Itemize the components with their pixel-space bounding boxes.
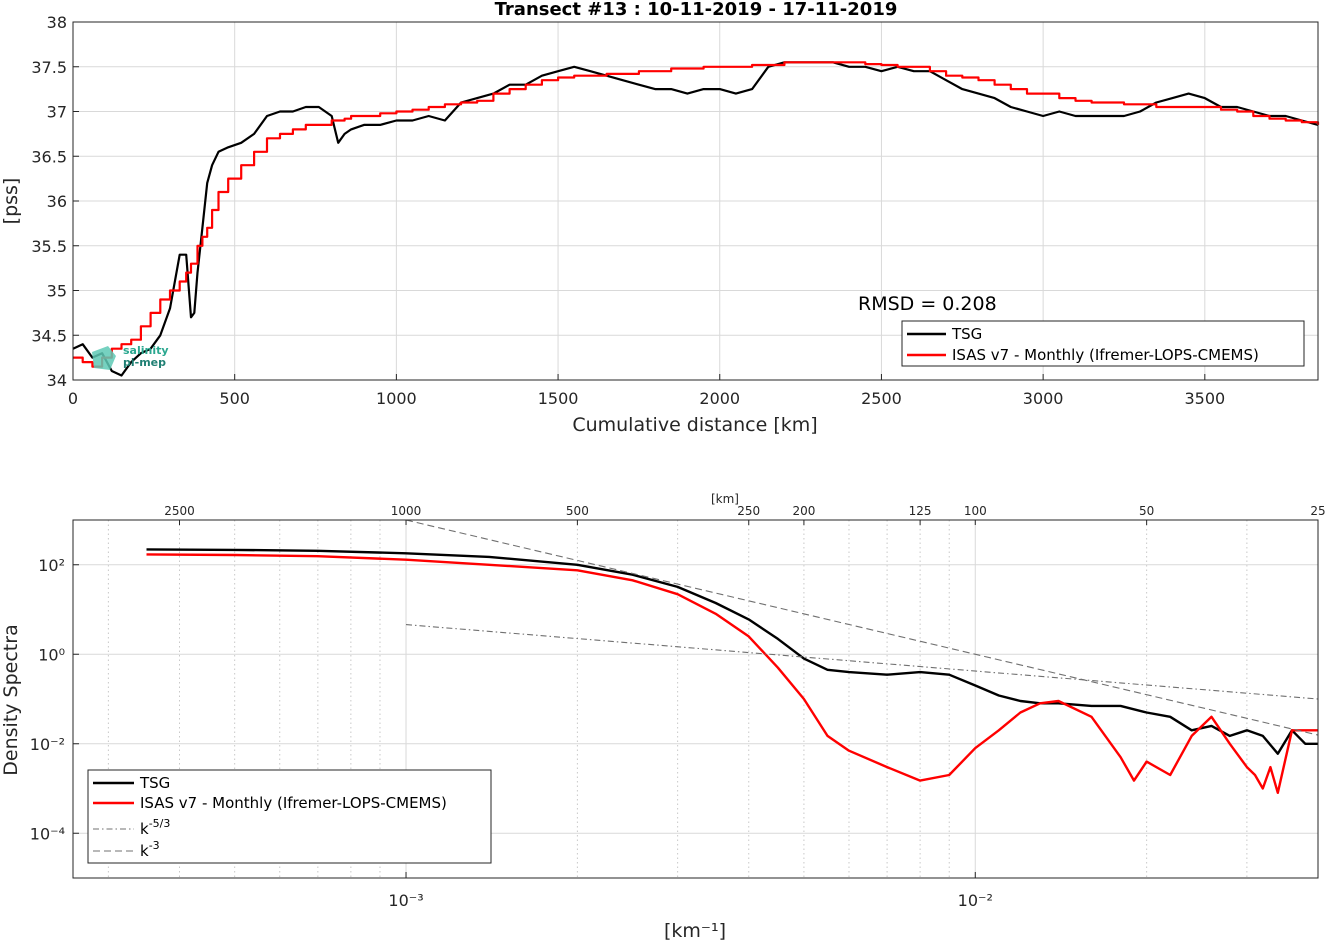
top-legend: TSG ISAS v7 - Monthly (Ifremer-LOPS-CMEM… xyxy=(901,320,1305,367)
top-ytick-label: 36 xyxy=(47,192,67,211)
top-km-tick-label: 2500 xyxy=(164,504,195,518)
top-km-tick-label: 100 xyxy=(964,504,987,518)
top-km-tick-label: 50 xyxy=(1139,504,1154,518)
top-y-axis-label: [pss] xyxy=(0,178,22,225)
bottom-ytick-label: 10⁰ xyxy=(38,645,65,664)
bottom-legend-label-k53: k-5/3 xyxy=(140,817,170,838)
top-ytick-label: 34.5 xyxy=(31,326,67,345)
salinity-pimep-logo: salinity pi-mep xyxy=(92,344,169,370)
top-ytick-label: 34 xyxy=(47,371,67,390)
top-km-tick-label: 1000 xyxy=(391,504,422,518)
bottom-xtick-label: 10⁻² xyxy=(958,891,993,910)
top-axis-km-label: [km] xyxy=(711,492,739,506)
bottom-legend: TSG ISAS v7 - Monthly (Ifremer-LOPS-CMEM… xyxy=(87,769,492,864)
top-km-tick-label: 200 xyxy=(792,504,815,518)
k53-main: k xyxy=(140,820,149,838)
bottom-legend-label-isas: ISAS v7 - Monthly (Ifremer-LOPS-CMEMS) xyxy=(140,794,447,812)
bottom-ticks: 10⁻⁴ 10⁻² 10⁰ 10² 10⁻³ 10⁻² 2500 1000 500 250 200 1… xyxy=(30,504,1326,910)
top-ytick-label: 38 xyxy=(47,13,67,32)
logo-shape xyxy=(92,346,116,370)
top-x-axis-label: Cumulative distance [km] xyxy=(572,414,817,436)
bottom-legend-label-k3: k-3 xyxy=(140,839,160,860)
top-legend-box xyxy=(901,320,1305,367)
bottom-legend-box xyxy=(87,769,492,864)
top-ticks: 0 500 1000 1500 2000 2500 3000 3500 34 34.5 35 35.5… xyxy=(31,13,1225,408)
density-spectra-chart: 10⁻⁴ 10⁻² 10⁰ 10² 10⁻³ 10⁻² 2500 1000 500 250 200 1… xyxy=(0,492,1326,942)
top-km-tick-label: 500 xyxy=(566,504,589,518)
bottom-x-axis-label: [km⁻¹] xyxy=(664,920,726,942)
logo-text-2: pi-mep xyxy=(123,356,166,369)
bottom-series-isas-line xyxy=(146,553,1318,794)
bottom-series-k3-line xyxy=(405,520,1318,736)
bottom-plot-frame xyxy=(72,519,1319,879)
bottom-y-axis-label: Density Spectra xyxy=(0,624,22,775)
top-xtick-label: 3500 xyxy=(1184,389,1225,408)
bottom-legend-label-tsg: TSG xyxy=(139,774,170,792)
bottom-xtick-label: 10⁻³ xyxy=(388,891,423,910)
k3-main: k xyxy=(140,842,149,860)
top-xtick-label: 500 xyxy=(219,389,250,408)
top-xtick-label: 1000 xyxy=(376,389,417,408)
top-xtick-label: 2500 xyxy=(861,389,902,408)
top-ytick-label: 37.5 xyxy=(31,58,67,77)
top-xtick-label: 0 xyxy=(68,389,78,408)
top-series-group xyxy=(72,61,1320,377)
top-ytick-label: 35.5 xyxy=(31,237,67,256)
bottom-ytick-label: 10² xyxy=(38,556,65,575)
bottom-series-k53-line xyxy=(405,624,1318,700)
top-xtick-label: 1500 xyxy=(538,389,579,408)
k3-sup: -3 xyxy=(149,839,160,852)
salinity-transect-chart: Transect #13 : 10-11-2019 - 17-11-2019 0… xyxy=(0,0,1320,436)
bottom-series-group xyxy=(146,520,1318,794)
top-xtick-label: 3000 xyxy=(1023,389,1064,408)
rmsd-annotation: RMSD = 0.208 xyxy=(858,293,997,315)
top-series-isas-line xyxy=(73,61,1320,368)
top-ytick-label: 37 xyxy=(47,103,67,122)
bottom-series-tsg-line xyxy=(146,548,1318,755)
top-legend-label-isas: ISAS v7 - Monthly (Ifremer-LOPS-CMEMS) xyxy=(952,346,1259,364)
top-km-tick-label: 250 xyxy=(737,504,760,518)
bottom-ytick-label: 10⁻⁴ xyxy=(30,824,65,843)
top-series-tsg-line xyxy=(72,61,1319,377)
chart-title: Transect #13 : 10-11-2019 - 17-11-2019 xyxy=(495,0,898,20)
bottom-ytick-label: 10⁻² xyxy=(30,735,65,754)
k53-sup: -5/3 xyxy=(149,817,171,830)
top-ytick-label: 35 xyxy=(47,282,67,301)
top-km-tick-label: 25 xyxy=(1310,504,1325,518)
logo-text-1: salinity xyxy=(123,344,169,357)
top-km-tick-label: 125 xyxy=(909,504,932,518)
top-legend-label-tsg: TSG xyxy=(951,325,982,343)
top-xtick-label: 2000 xyxy=(699,389,740,408)
top-ytick-label: 36.5 xyxy=(31,147,67,166)
